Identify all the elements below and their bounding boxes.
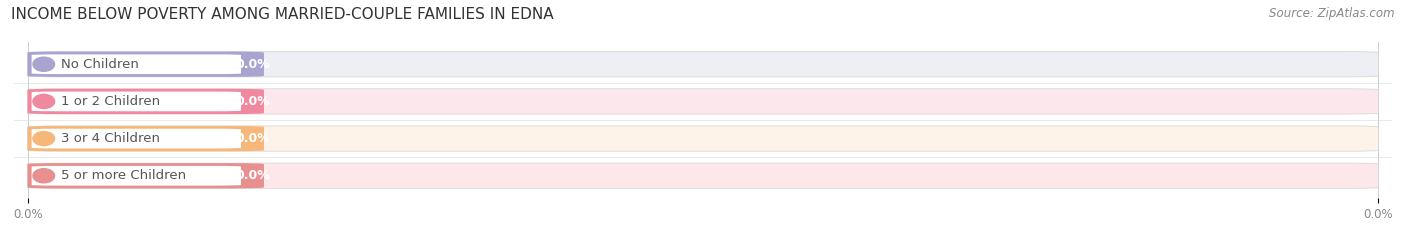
Text: 1 or 2 Children: 1 or 2 Children [62, 95, 160, 108]
Ellipse shape [32, 57, 55, 71]
FancyBboxPatch shape [31, 92, 240, 111]
Text: 5 or more Children: 5 or more Children [62, 169, 187, 182]
Text: 3 or 4 Children: 3 or 4 Children [62, 132, 160, 145]
Text: INCOME BELOW POVERTY AMONG MARRIED-COUPLE FAMILIES IN EDNA: INCOME BELOW POVERTY AMONG MARRIED-COUPL… [11, 7, 554, 22]
FancyBboxPatch shape [28, 89, 264, 114]
Ellipse shape [32, 169, 55, 183]
Ellipse shape [32, 94, 55, 109]
Text: 0.0%: 0.0% [235, 169, 270, 182]
FancyBboxPatch shape [28, 126, 264, 151]
Text: 0.0%: 0.0% [235, 58, 270, 71]
Ellipse shape [32, 131, 55, 146]
FancyBboxPatch shape [28, 89, 1378, 114]
FancyBboxPatch shape [28, 126, 1378, 151]
Text: 0.0%: 0.0% [235, 95, 270, 108]
Text: Source: ZipAtlas.com: Source: ZipAtlas.com [1270, 7, 1395, 20]
Text: No Children: No Children [62, 58, 139, 71]
FancyBboxPatch shape [31, 54, 240, 74]
FancyBboxPatch shape [28, 51, 264, 77]
FancyBboxPatch shape [28, 163, 264, 188]
FancyBboxPatch shape [31, 166, 240, 186]
Text: 0.0%: 0.0% [235, 132, 270, 145]
FancyBboxPatch shape [28, 163, 1378, 188]
FancyBboxPatch shape [28, 51, 1378, 77]
FancyBboxPatch shape [31, 129, 240, 148]
